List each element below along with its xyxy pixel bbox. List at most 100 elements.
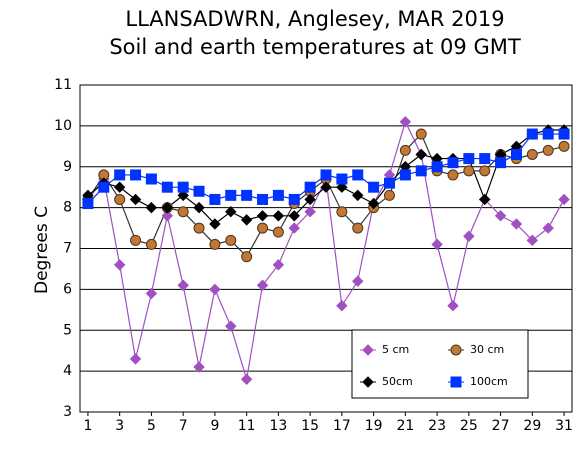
chart-title: LLANSADWRN, Anglesey, MAR 2019 [125, 7, 504, 31]
marker [256, 279, 269, 291]
marker [362, 376, 374, 388]
marker [558, 193, 570, 206]
marker [336, 181, 348, 193]
marker [383, 177, 395, 189]
marker [82, 198, 94, 210]
marker [225, 189, 237, 201]
marker [225, 320, 237, 332]
marker [479, 165, 491, 177]
marker [352, 169, 364, 181]
marker [447, 300, 459, 312]
x-tick-label: 13 [269, 418, 287, 434]
marker [352, 275, 364, 287]
y-tick-label: 7 [63, 241, 72, 257]
marker [415, 165, 427, 177]
marker [368, 181, 380, 193]
marker [177, 189, 189, 202]
marker [129, 353, 142, 365]
marker [161, 181, 173, 193]
marker [240, 373, 253, 386]
marker [558, 140, 570, 152]
y-tick-label: 6 [63, 281, 72, 297]
marker [463, 153, 475, 165]
marker [145, 201, 158, 214]
marker [129, 193, 142, 206]
x-tick-label: 15 [301, 418, 319, 434]
marker [98, 181, 110, 193]
marker [463, 165, 475, 177]
marker [558, 128, 570, 140]
marker [431, 161, 443, 173]
marker [352, 222, 364, 234]
marker [177, 279, 189, 291]
marker [526, 128, 538, 140]
marker [447, 169, 459, 181]
x-tick-label: 9 [210, 418, 219, 434]
marker [225, 206, 237, 218]
x-tick-label: 23 [428, 418, 446, 434]
y-axis-label: Degrees C [32, 206, 52, 294]
plot-frame [79, 84, 573, 413]
marker [209, 283, 221, 296]
marker [304, 181, 316, 193]
marker [257, 222, 269, 234]
x-tick-label: 21 [396, 418, 414, 434]
marker [209, 218, 221, 230]
marker [225, 234, 237, 246]
marker [193, 222, 205, 234]
marker [510, 148, 522, 160]
y-tick-label: 9 [63, 159, 72, 175]
marker [450, 376, 462, 388]
marker [113, 259, 126, 271]
marker [336, 173, 348, 185]
marker [114, 169, 126, 181]
marker [383, 189, 395, 201]
marker [450, 344, 462, 356]
marker [336, 206, 348, 218]
marker [320, 181, 332, 193]
marker [542, 222, 554, 234]
marker [193, 361, 205, 373]
marker [272, 210, 285, 222]
x-tick-label: 7 [179, 418, 188, 434]
x-tick-label: 19 [365, 418, 383, 434]
marker [320, 169, 332, 181]
x-tick-label: 17 [333, 418, 351, 434]
marker [304, 193, 316, 206]
y-tick-label: 5 [63, 322, 72, 338]
marker [510, 218, 523, 230]
marker [177, 206, 189, 218]
legend-label: 100cm [470, 375, 508, 388]
legend-box [351, 329, 529, 399]
marker [240, 214, 253, 226]
marker [113, 181, 126, 193]
marker [367, 197, 380, 210]
x-tick-label: 11 [238, 418, 256, 434]
marker [362, 344, 374, 356]
y-tick-label: 10 [54, 118, 72, 134]
marker [415, 148, 427, 161]
series-line [87, 133, 565, 204]
series-line [87, 132, 565, 258]
x-tick-label: 31 [555, 418, 573, 434]
marker [526, 234, 539, 247]
y-tick-label: 11 [54, 77, 72, 93]
marker [241, 251, 253, 263]
marker [161, 210, 173, 222]
x-tick-label: 5 [147, 418, 156, 434]
legend-label: 30 cm [470, 343, 504, 356]
marker [288, 222, 300, 234]
marker [542, 128, 554, 140]
marker [415, 128, 427, 140]
marker [145, 173, 157, 185]
marker [257, 193, 269, 205]
marker [479, 193, 491, 206]
marker [130, 169, 142, 181]
y-tick-label: 8 [63, 200, 72, 216]
y-tick-label: 3 [63, 404, 72, 420]
marker [209, 238, 221, 250]
y-tick-label: 4 [63, 363, 72, 379]
marker [542, 144, 554, 156]
marker [495, 157, 507, 169]
